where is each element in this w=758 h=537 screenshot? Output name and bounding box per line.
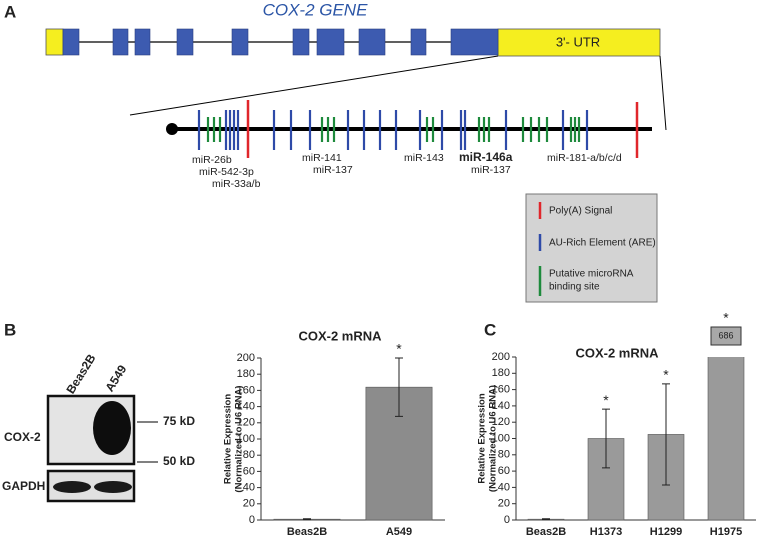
panel-label: C — [484, 320, 496, 339]
y-tick-label: 80 — [243, 449, 255, 461]
y-tick-label: 40 — [243, 482, 255, 494]
chart-title: COX-2 mRNA — [298, 328, 382, 343]
mir-label: miR-26b — [192, 154, 232, 166]
x-tick-label: A549 — [386, 526, 412, 537]
utr-label: 3'- UTR — [556, 34, 600, 49]
marker-label: 75 kD — [163, 414, 195, 428]
western-blot: Beas2B A549 COX-2 GAPDH 75 kD 50 kD — [2, 351, 195, 503]
exon — [62, 28, 80, 56]
y-axis-label: Relative Expression — [223, 394, 234, 484]
legend: Poly(A) Signal AU-Rich Element (ARE) Put… — [525, 193, 658, 303]
legend-label: Poly(A) Signal — [549, 206, 612, 217]
panel-label: B — [4, 320, 16, 339]
significance-marker: * — [663, 367, 669, 383]
significance-marker: * — [723, 310, 729, 326]
y-tick-label: 80 — [498, 449, 510, 461]
mir-label: miR-137 — [313, 164, 353, 176]
y-tick-label: 60 — [498, 465, 510, 477]
legend-label: binding site — [549, 282, 600, 293]
legend-label: AU-Rich Element (ARE) — [549, 238, 656, 249]
mir-label: miR-146a — [459, 150, 513, 164]
y-tick-label: 160 — [237, 384, 255, 396]
y-tick-label: 160 — [492, 384, 510, 396]
mir-label: miR-141 — [302, 152, 342, 164]
lane-label: Beas2B — [63, 351, 98, 396]
y-tick-label: 0 — [249, 514, 255, 526]
value-label: 686 — [718, 330, 733, 340]
y-tick-label: 100 — [237, 433, 255, 445]
mir-label: miR-137 — [471, 164, 511, 176]
gene-diagram: 3'- UTR — [45, 28, 667, 158]
y-tick-label: 200 — [237, 352, 255, 364]
y-tick-label: 180 — [237, 368, 255, 380]
y-tick-label: 100 — [492, 432, 510, 444]
chart-title: COX-2 mRNA — [575, 345, 659, 360]
exon — [112, 28, 129, 56]
y-tick-label: 120 — [492, 416, 510, 428]
row-label: COX-2 — [4, 430, 41, 444]
exon — [450, 28, 499, 56]
y-tick-label: 20 — [498, 498, 510, 510]
error-bar — [542, 518, 550, 521]
bar — [707, 357, 745, 521]
error-bar — [662, 383, 670, 486]
mir-label: miR-143 — [404, 152, 444, 164]
y-axis-label: Relative Expression — [477, 393, 488, 483]
x-tick-label: H1975 — [710, 526, 742, 537]
y-tick-label: 180 — [492, 367, 510, 379]
y-axis-label: (Normalized to U6 RNA) — [488, 385, 499, 492]
significance-marker: * — [603, 392, 609, 408]
significance-marker: * — [396, 341, 402, 357]
y-tick-label: 200 — [492, 351, 510, 363]
marker-label: 50 kD — [163, 454, 195, 468]
error-bar — [602, 408, 610, 469]
y-tick-label: 40 — [498, 481, 510, 493]
mir-label: miR-33a/b — [212, 178, 261, 190]
y-axis-label: (Normalized to U6 RNA) — [234, 385, 245, 492]
x-tick-label: H1299 — [650, 526, 682, 537]
y-tick-label: 120 — [237, 417, 255, 429]
exon — [292, 28, 310, 56]
exon — [134, 28, 151, 56]
gene-title: COX-2 GENE — [263, 0, 369, 19]
x-tick-label: Beas2B — [287, 526, 327, 537]
y-tick-label: 140 — [237, 401, 255, 413]
y-tick-label: 0 — [504, 514, 510, 526]
row-label: GAPDH — [2, 479, 45, 493]
y-tick-label: 60 — [243, 465, 255, 477]
value-label-box — [710, 326, 742, 346]
exon — [176, 28, 194, 56]
error-bar — [303, 518, 311, 521]
error-bar — [395, 357, 403, 417]
mir-label: miR-181-a/b/c/d — [547, 152, 622, 164]
x-tick-label: H1373 — [590, 526, 622, 537]
panel-label: A — [4, 2, 16, 21]
exon — [231, 28, 249, 56]
exon — [410, 28, 427, 56]
exon — [358, 28, 386, 56]
mir-label: miR-542-3p — [199, 166, 254, 178]
legend-label: Putative microRNA — [549, 269, 634, 280]
lane-label: A549 — [102, 362, 129, 394]
x-tick-label: Beas2B — [526, 526, 566, 537]
exon — [316, 28, 345, 56]
y-tick-label: 140 — [492, 400, 510, 412]
y-tick-label: 20 — [243, 498, 255, 510]
